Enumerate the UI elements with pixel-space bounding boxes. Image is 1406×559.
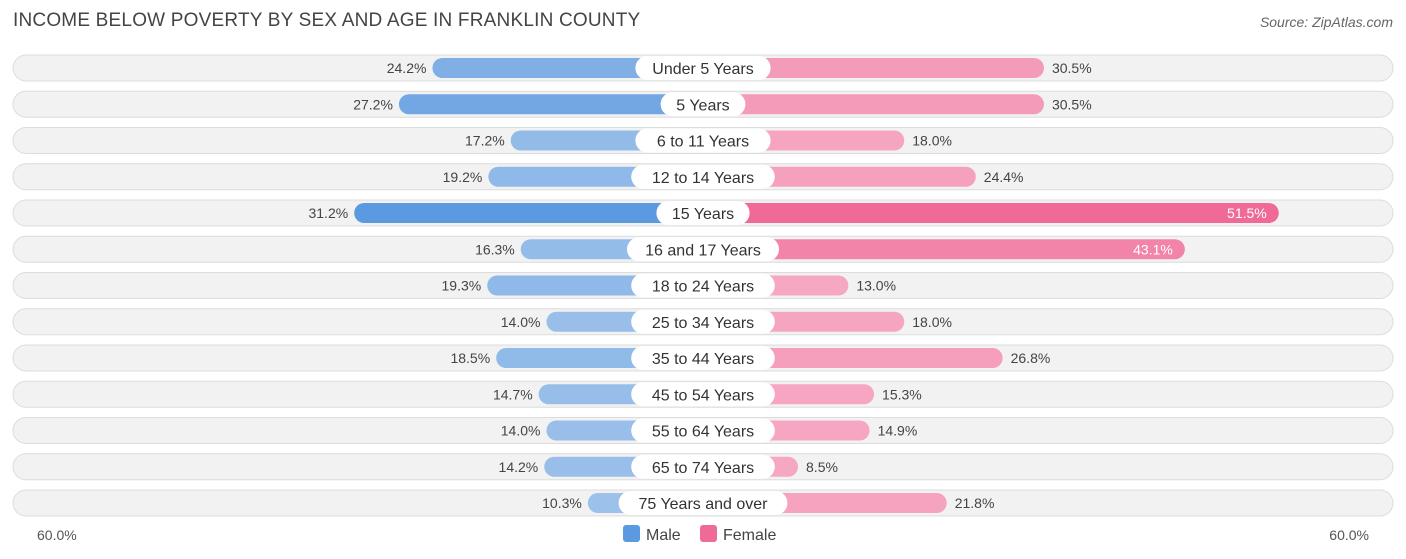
category-pill: [631, 454, 775, 479]
category-pill: [635, 56, 771, 80]
female-value-label: 43.1%: [1133, 241, 1173, 257]
category-label: 65 to 74 Years: [652, 460, 754, 477]
female-value-label: 26.8%: [1011, 350, 1051, 366]
female-value-label: 13.0%: [856, 278, 896, 294]
female-value-label: 51.5%: [1227, 205, 1267, 221]
category-label: 6 to 11 Years: [657, 134, 749, 151]
female-value-label: 24.4%: [984, 169, 1024, 185]
female-value-label: 18.0%: [912, 314, 952, 330]
male-bar: [432, 58, 703, 78]
category-pill: [631, 382, 775, 407]
category-label: Under 5 Years: [652, 61, 753, 78]
male-value-label: 24.2%: [387, 60, 427, 76]
female-value-label: 18.0%: [912, 133, 952, 149]
legend-label-female: Female: [723, 527, 776, 544]
female-value-label: 30.5%: [1052, 60, 1092, 76]
legend-swatch-female: [700, 525, 717, 542]
category-label: 55 to 64 Years: [652, 424, 754, 441]
male-value-label: 16.3%: [475, 241, 515, 257]
female-value-label: 14.9%: [878, 423, 918, 439]
category-label: 12 to 14 Years: [652, 170, 754, 187]
category-label: 35 to 44 Years: [652, 351, 754, 368]
category-pill: [660, 92, 746, 117]
female-value-label: 15.3%: [882, 386, 922, 402]
category-pill: [631, 164, 775, 189]
category-label: 75 Years and over: [639, 496, 769, 513]
male-value-label: 14.0%: [501, 423, 541, 439]
category-pill: [656, 201, 750, 225]
male-value-label: 17.2%: [465, 133, 505, 149]
chart-title: INCOME BELOW POVERTY BY SEX AND AGE IN F…: [13, 10, 641, 31]
legend-label-male: Male: [646, 527, 681, 544]
male-value-label: 14.2%: [499, 459, 539, 475]
male-value-label: 31.2%: [308, 205, 348, 221]
male-value-label: 18.5%: [450, 350, 490, 366]
female-bar: [703, 239, 1185, 260]
chart-source: Source: ZipAtlas.com: [1259, 14, 1393, 30]
male-value-label: 27.2%: [353, 96, 393, 112]
male-value-label: 19.3%: [442, 278, 482, 294]
male-value-label: 14.7%: [493, 386, 533, 402]
axis-right-label: 60.0%: [1329, 527, 1369, 543]
male-value-label: 10.3%: [542, 495, 582, 511]
category-label: 15 Years: [672, 206, 734, 223]
category-pill: [631, 346, 775, 370]
category-label: 5 Years: [676, 97, 729, 114]
male-bar: [354, 203, 703, 223]
female-bar: [703, 58, 1044, 78]
female-bar: [703, 203, 1279, 223]
category-label: 18 to 24 Years: [652, 279, 754, 296]
category-pill: [618, 491, 788, 515]
category-label: 16 and 17 Years: [645, 242, 761, 259]
male-value-label: 14.0%: [501, 314, 541, 330]
female-value-label: 8.5%: [806, 459, 838, 475]
category-pill: [627, 237, 779, 262]
category-label: 45 to 54 Years: [652, 387, 754, 404]
legend-swatch-male: [623, 525, 640, 542]
male-bar: [398, 94, 703, 115]
category-pill: [631, 309, 775, 334]
axis-left-label: 60.0%: [37, 527, 77, 543]
category-pill: [631, 273, 775, 298]
female-bar: [703, 94, 1044, 115]
category-label: 25 to 34 Years: [652, 315, 754, 332]
category-pill: [635, 128, 771, 153]
category-pill: [631, 418, 775, 443]
female-bar: [703, 348, 1003, 368]
male-value-label: 19.2%: [443, 169, 483, 185]
female-value-label: 21.8%: [955, 495, 995, 511]
female-value-label: 30.5%: [1052, 96, 1092, 112]
